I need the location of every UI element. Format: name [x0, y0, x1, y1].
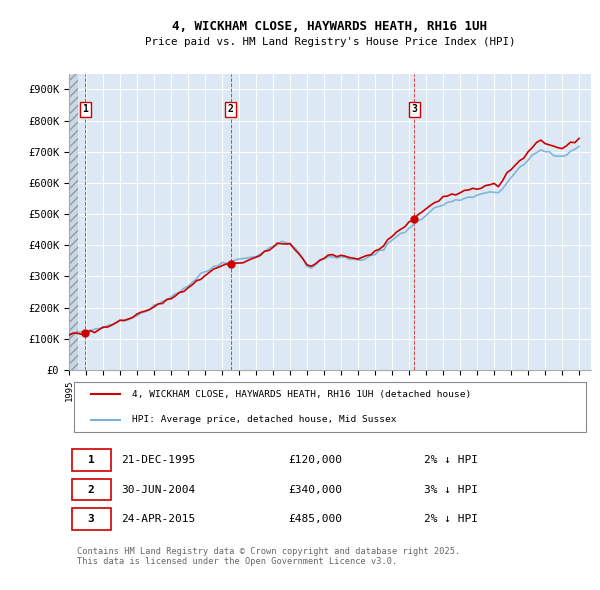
- Text: 3: 3: [412, 104, 417, 114]
- Text: 1: 1: [88, 455, 95, 466]
- Text: Price paid vs. HM Land Registry's House Price Index (HPI): Price paid vs. HM Land Registry's House …: [145, 38, 515, 47]
- Text: 4, WICKHAM CLOSE, HAYWARDS HEATH, RH16 1UH: 4, WICKHAM CLOSE, HAYWARDS HEATH, RH16 1…: [173, 20, 487, 33]
- Text: 24-APR-2015: 24-APR-2015: [121, 514, 196, 524]
- Text: 2: 2: [227, 104, 233, 114]
- FancyBboxPatch shape: [71, 450, 111, 471]
- FancyBboxPatch shape: [74, 382, 586, 432]
- Text: 3% ↓ HPI: 3% ↓ HPI: [424, 484, 478, 494]
- Text: £120,000: £120,000: [288, 455, 342, 466]
- Text: 2% ↓ HPI: 2% ↓ HPI: [424, 455, 478, 466]
- Text: 2: 2: [88, 484, 95, 494]
- Text: £340,000: £340,000: [288, 484, 342, 494]
- Text: 30-JUN-2004: 30-JUN-2004: [121, 484, 196, 494]
- Text: 4, WICKHAM CLOSE, HAYWARDS HEATH, RH16 1UH (detached house): 4, WICKHAM CLOSE, HAYWARDS HEATH, RH16 1…: [131, 390, 471, 399]
- FancyBboxPatch shape: [71, 478, 111, 500]
- Text: 1: 1: [83, 104, 88, 114]
- Bar: [69, 74, 77, 370]
- Text: Contains HM Land Registry data © Crown copyright and database right 2025.
This d: Contains HM Land Registry data © Crown c…: [77, 546, 460, 566]
- Text: HPI: Average price, detached house, Mid Sussex: HPI: Average price, detached house, Mid …: [131, 415, 396, 424]
- Text: 21-DEC-1995: 21-DEC-1995: [121, 455, 196, 466]
- FancyBboxPatch shape: [71, 508, 111, 530]
- Text: £485,000: £485,000: [288, 514, 342, 524]
- Text: 3: 3: [88, 514, 95, 524]
- Text: 2% ↓ HPI: 2% ↓ HPI: [424, 514, 478, 524]
